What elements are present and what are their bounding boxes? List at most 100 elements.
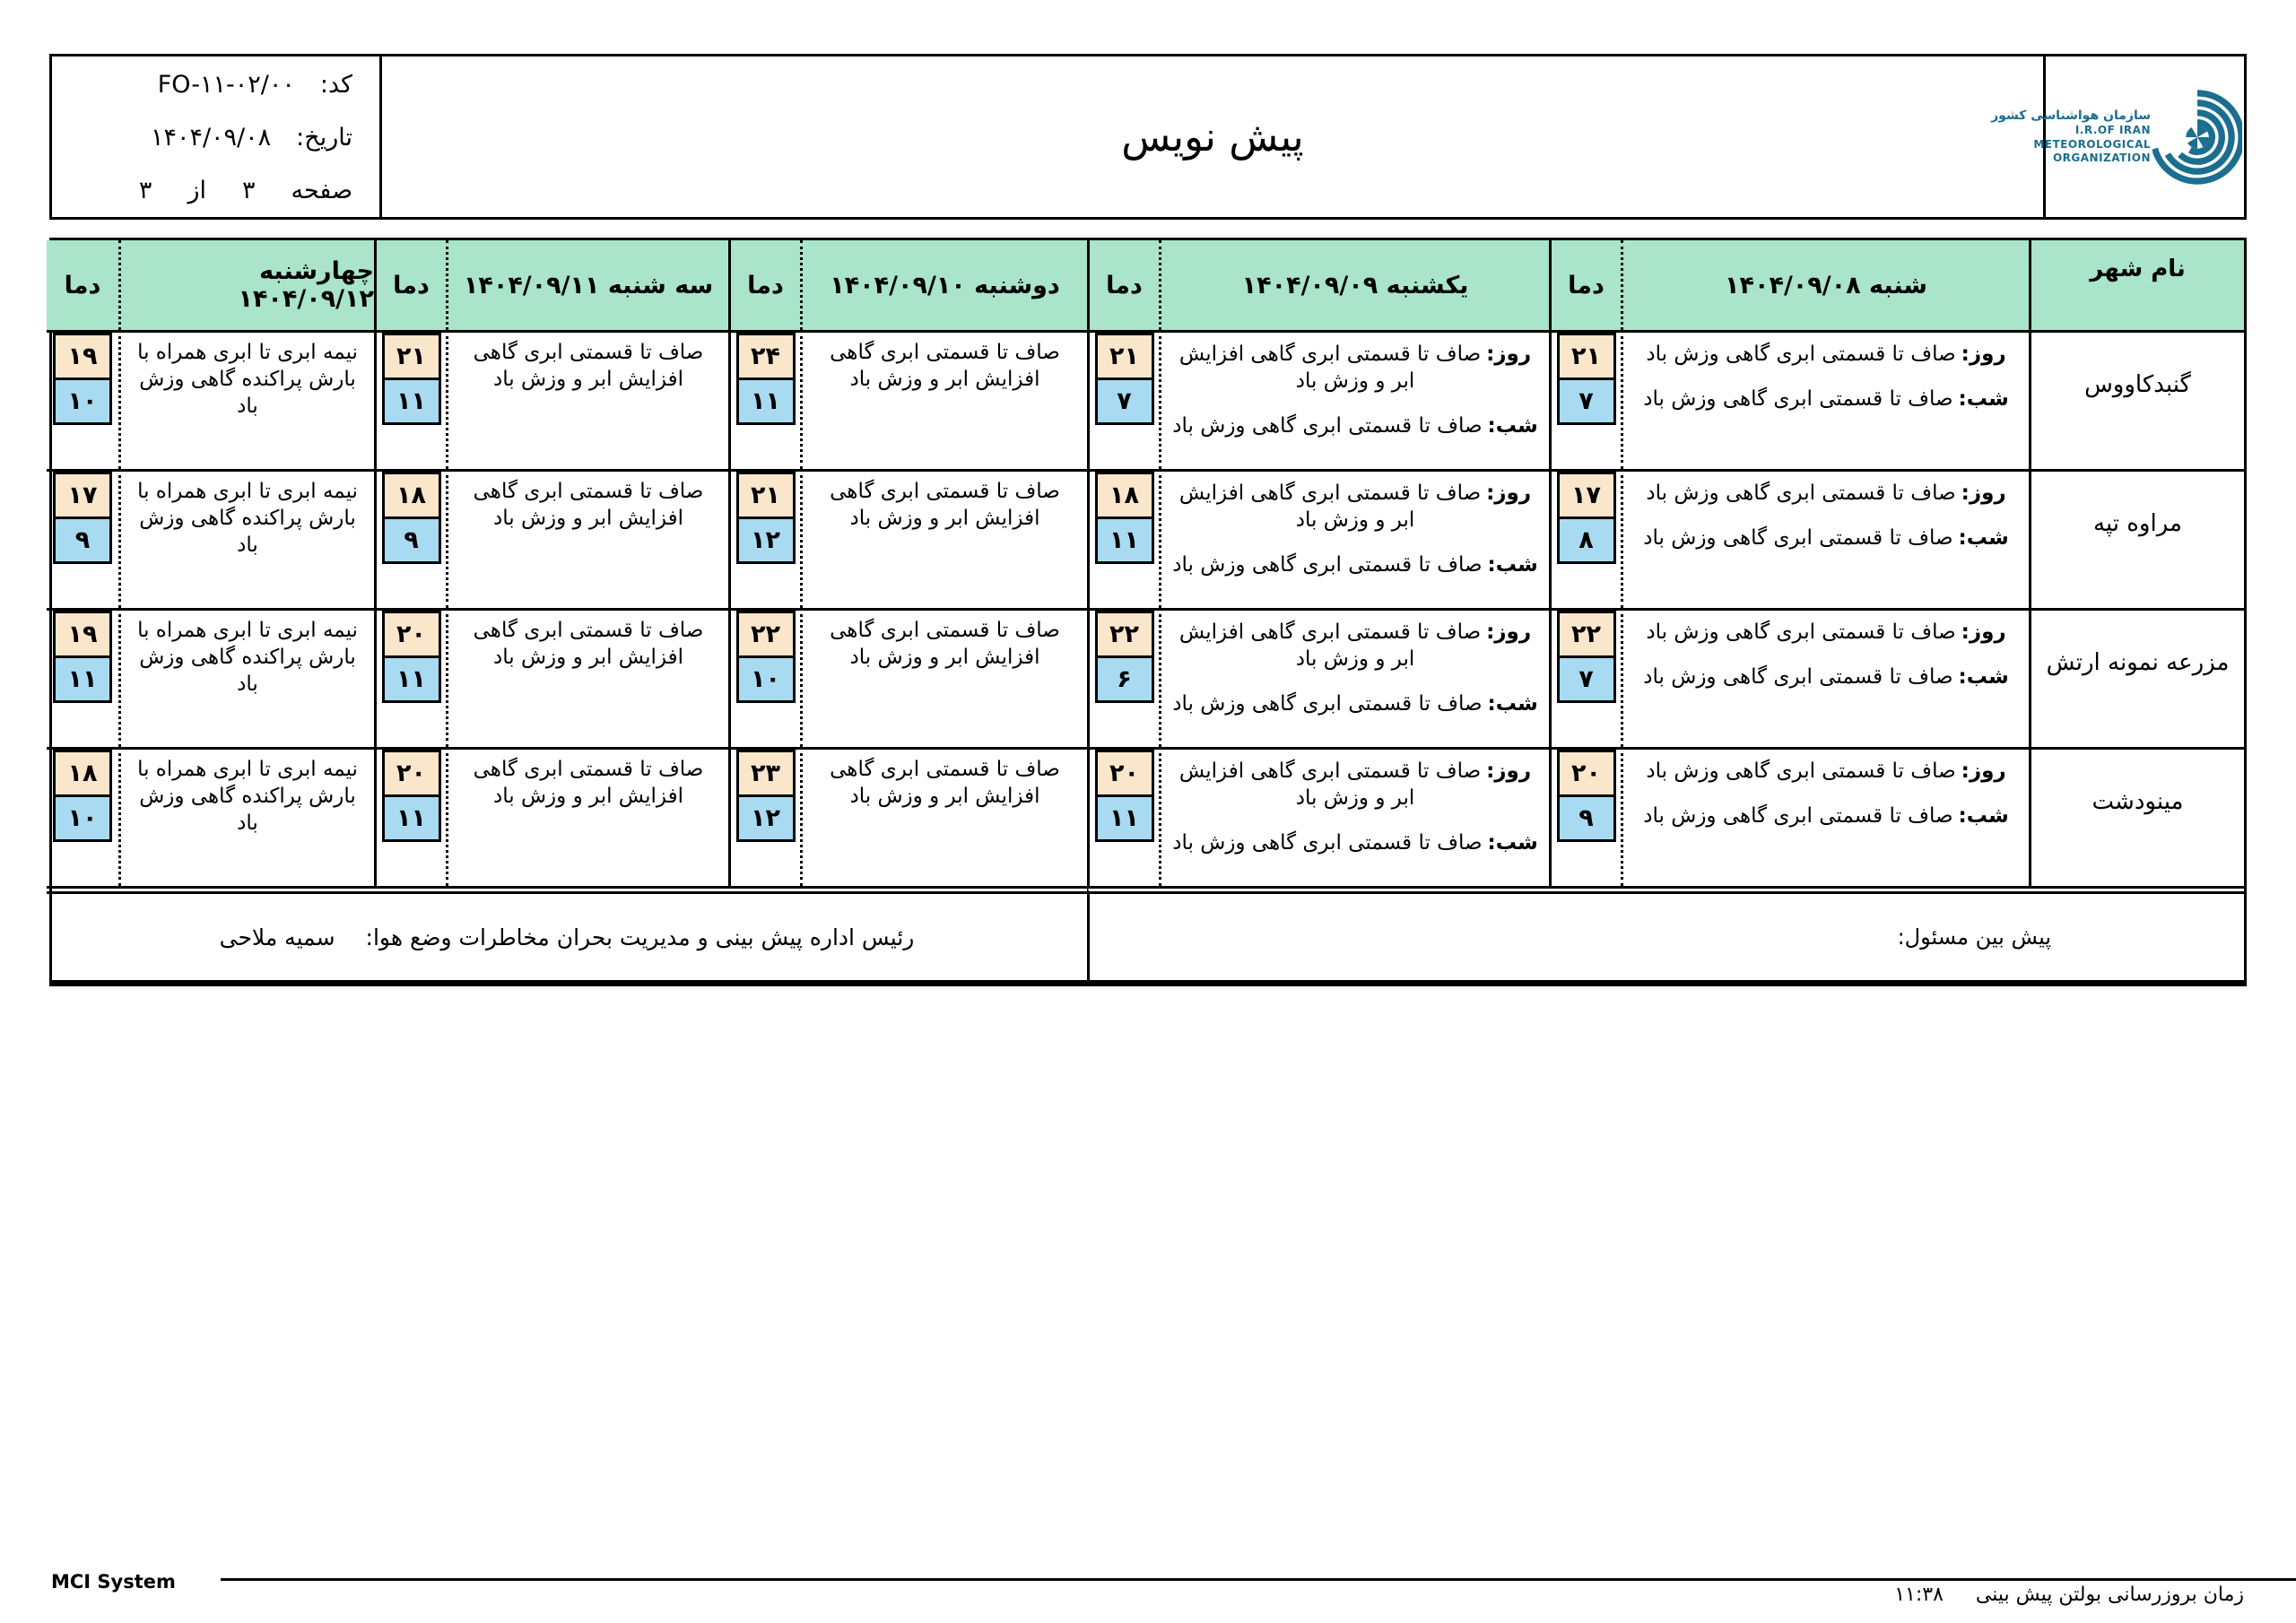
city-name: مزرعه نمونه ارتش	[2029, 608, 2244, 747]
night-forecast: صاف تا قسمتی ابری گاهی وزش باد	[1172, 691, 1483, 716]
night-forecast: صاف تا قسمتی ابری گاهی وزش باد	[1172, 830, 1483, 855]
meta-page-row: صفحه ۳ از ۳	[61, 177, 352, 204]
day-header-wednesday: چهارشنبه ۱۴۰۴/۰۹/۱۲	[118, 240, 374, 330]
forecast-text: نیمه ابری تا ابری همراه با بارش پراکنده …	[137, 758, 358, 835]
forecast-cell-sat: روز:صاف تا قسمتی ابری گاهی وزش باد شب:صا…	[1621, 747, 2029, 886]
temp-low: ۱۱	[381, 655, 441, 703]
day-header-sunday: یکشنبه ۱۴۰۴/۰۹/۰۹	[1159, 240, 1549, 330]
temp-cell-mon: ۲۴ ۱۱	[728, 330, 800, 469]
forecast-cell-mon: صاف تا قسمتی ابری گاهی افزایش ابر و وزش …	[800, 747, 1087, 886]
temp-cell-sat: ۲۰ ۹	[1549, 747, 1621, 886]
night-label: شب:	[1958, 664, 2009, 689]
footer-divider	[221, 1578, 2296, 1581]
forecast-cell-wed: نیمه ابری تا ابری همراه با بارش پراکنده …	[118, 469, 374, 608]
forecast-cell-mon: صاف تا قسمتی ابری گاهی افزایش ابر و وزش …	[800, 469, 1087, 608]
temp-low: ۱۱	[53, 655, 112, 703]
code-label: کد:	[319, 71, 352, 99]
temp-low: ۷	[1556, 655, 1616, 703]
day-label: روز:	[1486, 343, 1532, 366]
night-label: شب:	[1487, 413, 1538, 438]
temp-low: ۹	[53, 516, 112, 564]
forecast-text: صاف تا قسمتی ابری گاهی افزایش ابر و وزش …	[830, 480, 1060, 530]
logo-org-name-en-1: I.R.OF IRAN	[2074, 124, 2151, 137]
logo-org-name-fa: سازمان هواشناسی کشور	[1991, 108, 2151, 124]
temp-cell-wed: ۱۷ ۹	[47, 469, 118, 608]
temp-high: ۲۲	[1094, 611, 1154, 658]
document-header: کد: FO-۱۱-۰۲/۰۰ تاریخ: ۱۴۰۴/۰۹/۰۸ صفحه ۳…	[49, 54, 2247, 220]
temp-high: ۲۰	[381, 750, 441, 797]
forecast-text: صاف تا قسمتی ابری گاهی افزایش ابر و وزش …	[473, 480, 704, 530]
temp-low: ۷	[1556, 378, 1616, 425]
temp-high: ۲۰	[1094, 750, 1154, 797]
title-box: پیش نویس	[382, 56, 2043, 217]
temp-high: ۱۷	[53, 472, 112, 519]
city-column-header: نام شهر	[2029, 240, 2244, 330]
temp-cell-wed: ۱۸ ۱۰	[47, 747, 118, 886]
temp-cell-tue: ۲۱ ۱۱	[374, 330, 446, 469]
day-forecast: صاف تا قسمتی ابری گاهی وزش باد	[1646, 621, 1956, 644]
meta-date-row: تاریخ: ۱۴۰۴/۰۹/۰۸	[61, 124, 352, 152]
temp-low: ۱۱	[1094, 516, 1154, 564]
forecast-cell-sun: روز:صاف تا قسمتی ابری گاهی افزایش ابر و …	[1159, 469, 1549, 608]
temp-cell-wed: ۱۹ ۱۱	[47, 608, 118, 747]
temp-low: ۱۲	[735, 516, 796, 564]
forecast-text: صاف تا قسمتی ابری گاهی افزایش ابر و وزش …	[473, 619, 704, 669]
temp-cell-wed: ۱۹ ۱۰	[47, 330, 118, 469]
page-title: پیش نویس	[1121, 113, 1304, 161]
temp-cell-sun: ۱۸ ۱۱	[1087, 469, 1159, 608]
temp-high: ۲۰	[381, 611, 441, 658]
office-head-label: رئیس اداره پیش بینی و مدیریت بحران مخاطر…	[365, 924, 915, 950]
day-label: روز:	[1961, 759, 2006, 783]
temp-cell-mon: ۲۱ ۱۲	[728, 469, 800, 608]
date-label: تاریخ:	[296, 124, 352, 152]
night-label: شب:	[1487, 552, 1538, 577]
forecast-cell-tue: صاف تا قسمتی ابری گاهی افزایش ابر و وزش …	[446, 747, 728, 886]
date-value: ۱۴۰۴/۰۹/۰۸	[150, 124, 272, 152]
day-label: روز:	[1486, 621, 1532, 644]
forecast-cell-tue: صاف تا قسمتی ابری گاهی افزایش ابر و وزش …	[446, 608, 728, 747]
temp-low: ۱۰	[53, 794, 112, 842]
system-name: MCI System	[51, 1571, 176, 1593]
logo-text: سازمان هواشناسی کشور I.R.OF IRAN METEORO…	[1991, 108, 2151, 166]
temp-high: ۱۸	[381, 472, 441, 519]
day-forecast: صاف تا قسمتی ابری گاهی افزایش ابر و وزش …	[1178, 482, 1482, 532]
temp-low: ۹	[1556, 794, 1616, 842]
temp-low: ۱۲	[735, 794, 796, 842]
meta-code-row: کد: FO-۱۱-۰۲/۰۰	[61, 71, 352, 99]
office-head-name: سمیه ملاحی	[219, 924, 335, 950]
temp-cell-mon: ۲۳ ۱۲	[728, 747, 800, 886]
bulletin-update-time: زمان بروزرسانی بولتن پیش بینی ۱۱:۳۸	[1894, 1584, 2244, 1606]
document-meta-box: کد: FO-۱۱-۰۲/۰۰ تاریخ: ۱۴۰۴/۰۹/۰۸ صفحه ۳…	[52, 56, 382, 217]
night-label: شب:	[1487, 691, 1538, 716]
forecast-text: نیمه ابری تا ابری همراه با بارش پراکنده …	[137, 619, 358, 696]
night-forecast: صاف تا قسمتی ابری گاهی وزش باد	[1643, 664, 1953, 689]
temp-cell-sat: ۲۲ ۷	[1549, 608, 1621, 747]
day-label: روز:	[1961, 343, 2006, 366]
day-label: روز:	[1961, 621, 2006, 644]
day-forecast: صاف تا قسمتی ابری گاهی افزایش ابر و وزش …	[1178, 343, 1482, 393]
temp-high: ۲۲	[1556, 611, 1616, 658]
temp-header-wednesday: دما	[47, 240, 118, 330]
forecast-text: صاف تا قسمتی ابری گاهی افزایش ابر و وزش …	[830, 758, 1060, 808]
code-value: FO-۱۱-۰۲/۰۰	[157, 71, 295, 99]
temp-high: ۲۰	[1556, 750, 1616, 797]
temp-low: ۱۱	[1094, 794, 1154, 842]
day-label: روز:	[1961, 482, 2006, 505]
temp-high: ۱۹	[53, 611, 112, 658]
forecast-cell-sun: روز:صاف تا قسمتی ابری گاهی افزایش ابر و …	[1159, 608, 1549, 747]
day-header-tuesday: سه شنبه ۱۴۰۴/۰۹/۱۱	[446, 240, 728, 330]
city-name: گنبدکاووس	[2029, 330, 2244, 469]
page-label: صفحه	[291, 177, 353, 204]
forecast-cell-tue: صاف تا قسمتی ابری گاهی افزایش ابر و وزش …	[446, 330, 728, 469]
forecast-text: صاف تا قسمتی ابری گاهی افزایش ابر و وزش …	[830, 619, 1060, 669]
forecast-text: صاف تا قسمتی ابری گاهی افزایش ابر و وزش …	[830, 341, 1060, 391]
city-name: مراوه تپه	[2029, 469, 2244, 608]
temp-header-tuesday: دما	[374, 240, 446, 330]
forecast-cell-mon: صاف تا قسمتی ابری گاهی افزایش ابر و وزش …	[800, 608, 1087, 747]
temp-cell-tue: ۱۸ ۹	[374, 469, 446, 608]
temp-header-sunday: دما	[1087, 240, 1159, 330]
forecast-text: نیمه ابری تا ابری همراه با بارش پراکنده …	[137, 341, 358, 418]
temp-header-monday: دما	[728, 240, 800, 330]
update-time-value: ۱۱:۳۸	[1894, 1584, 1944, 1606]
of-label: از	[187, 177, 206, 204]
